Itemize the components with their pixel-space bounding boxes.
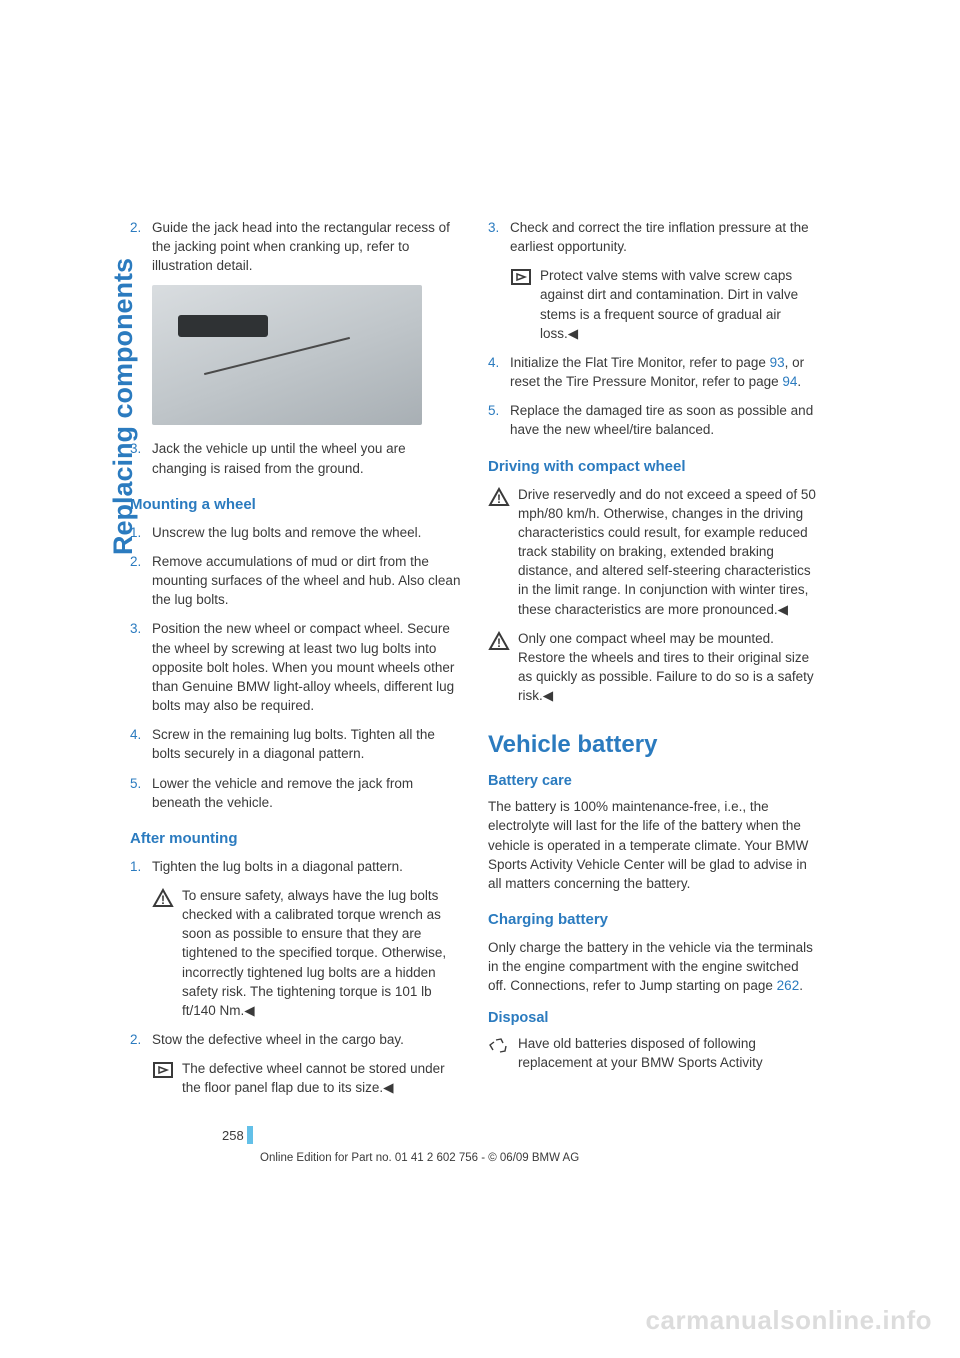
step-item: 2. Remove accumulations of mud or dirt f… <box>130 552 462 609</box>
step-text: Replace the damaged tire as soon as poss… <box>510 401 820 439</box>
step-number: 3. <box>130 619 152 715</box>
info-note: The defective wheel cannot be stored und… <box>152 1059 462 1097</box>
step-text: Initialize the Flat Tire Monitor, refer … <box>510 353 820 391</box>
warning-text: Drive reservedly and do not exceed a spe… <box>518 485 820 619</box>
two-column-layout: 2. Guide the jack head into the rectangu… <box>130 218 830 1108</box>
info-note: Protect valve stems with valve screw cap… <box>510 266 820 343</box>
jack-illustration <box>152 285 422 425</box>
step-item: 4. Initialize the Flat Tire Monitor, ref… <box>488 353 820 391</box>
step-item: 3. Jack the vehicle up until the wheel y… <box>130 439 462 477</box>
step-item: 3. Check and correct the tire inflation … <box>488 218 820 256</box>
step-item: 1. Tighten the lug bolts in a diagonal p… <box>130 857 462 876</box>
page-number-bar <box>247 1126 253 1144</box>
heading-driving-compact: Driving with compact wheel <box>488 458 820 475</box>
info-arrow-icon <box>510 266 540 343</box>
step-number: 3. <box>130 439 152 477</box>
svg-text:!: ! <box>497 636 501 650</box>
footer-text: Online Edition for Part no. 01 41 2 602 … <box>260 1152 579 1164</box>
step-item: 3. Position the new wheel or compact whe… <box>130 619 462 715</box>
warning-triangle-icon: ! <box>488 485 518 619</box>
step-item: 5. Lower the vehicle and remove the jack… <box>130 774 462 812</box>
step-text: Lower the vehicle and remove the jack fr… <box>152 774 462 812</box>
warning-note: ! To ensure safety, always have the lug … <box>152 886 462 1020</box>
page-content: 2. Guide the jack head into the rectangu… <box>130 218 830 1108</box>
page-link[interactable]: 94 <box>782 374 797 389</box>
step-number: 4. <box>488 353 510 391</box>
step-number: 3. <box>488 218 510 256</box>
step-text: Jack the vehicle up until the wheel you … <box>152 439 462 477</box>
step-number: 2. <box>130 552 152 609</box>
text-fragment: Initialize the Flat Tire Monitor, refer … <box>510 355 770 370</box>
text-fragment: . <box>797 374 801 389</box>
warning-text: To ensure safety, always have the lug bo… <box>182 886 462 1020</box>
info-text: The defective wheel cannot be stored und… <box>182 1059 462 1097</box>
svg-text:!: ! <box>497 492 501 506</box>
recycle-note: Have old batteries disposed of following… <box>488 1034 820 1072</box>
step-text: Guide the jack head into the rectangular… <box>152 218 462 275</box>
recycle-icon <box>488 1034 518 1072</box>
heading-after-mounting: After mounting <box>130 830 462 847</box>
page-link[interactable]: 93 <box>770 355 785 370</box>
heading-vehicle-battery: Vehicle battery <box>488 731 820 759</box>
step-text: Check and correct the tire inflation pre… <box>510 218 820 256</box>
warning-text: Only one compact wheel may be mounted. R… <box>518 629 820 706</box>
step-number: 5. <box>130 774 152 812</box>
step-item: 2. Guide the jack head into the rectangu… <box>130 218 462 275</box>
step-number: 4. <box>130 725 152 763</box>
warning-triangle-icon: ! <box>152 886 182 1020</box>
step-text: Unscrew the lug bolts and remove the whe… <box>152 523 462 542</box>
step-number: 2. <box>130 1030 152 1049</box>
step-text: Screw in the remaining lug bolts. Tighte… <box>152 725 462 763</box>
step-text: Tighten the lug bolts in a diagonal patt… <box>152 857 462 876</box>
step-text: Remove accumulations of mud or dirt from… <box>152 552 462 609</box>
watermark: carmanualsonline.info <box>646 1305 932 1336</box>
heading-battery-care: Battery care <box>488 773 820 789</box>
recycle-text: Have old batteries disposed of following… <box>518 1034 820 1072</box>
heading-mounting: Mounting a wheel <box>130 496 462 513</box>
heading-charging-battery: Charging battery <box>488 911 820 928</box>
warning-triangle-icon: ! <box>488 629 518 706</box>
text-fragment: . <box>799 978 803 993</box>
step-text: Stow the defective wheel in the cargo ba… <box>152 1030 462 1049</box>
info-arrow-icon <box>152 1059 182 1097</box>
svg-text:!: ! <box>161 893 165 907</box>
right-column: 3. Check and correct the tire inflation … <box>488 218 820 1108</box>
info-text: Protect valve stems with valve screw cap… <box>540 266 820 343</box>
page-link[interactable]: 262 <box>777 978 800 993</box>
heading-disposal: Disposal <box>488 1010 820 1026</box>
warning-note: ! Drive reservedly and do not exceed a s… <box>488 485 820 619</box>
step-item: 2. Stow the defective wheel in the cargo… <box>130 1030 462 1049</box>
step-item: 1. Unscrew the lug bolts and remove the … <box>130 523 462 542</box>
step-number: 2. <box>130 218 152 275</box>
step-number: 1. <box>130 857 152 876</box>
paragraph: Only charge the battery in the vehicle v… <box>488 938 820 995</box>
warning-note: ! Only one compact wheel may be mounted.… <box>488 629 820 706</box>
left-column: 2. Guide the jack head into the rectangu… <box>130 218 462 1108</box>
page-number-value: 258 <box>222 1128 244 1143</box>
step-number: 5. <box>488 401 510 439</box>
text-fragment: Only charge the battery in the vehicle v… <box>488 940 813 993</box>
page-number: 258 <box>222 1126 253 1144</box>
step-item: 5. Replace the damaged tire as soon as p… <box>488 401 820 439</box>
step-text: Position the new wheel or compact wheel.… <box>152 619 462 715</box>
step-item: 4. Screw in the remaining lug bolts. Tig… <box>130 725 462 763</box>
step-number: 1. <box>130 523 152 542</box>
paragraph: The battery is 100% maintenance-free, i.… <box>488 797 820 893</box>
